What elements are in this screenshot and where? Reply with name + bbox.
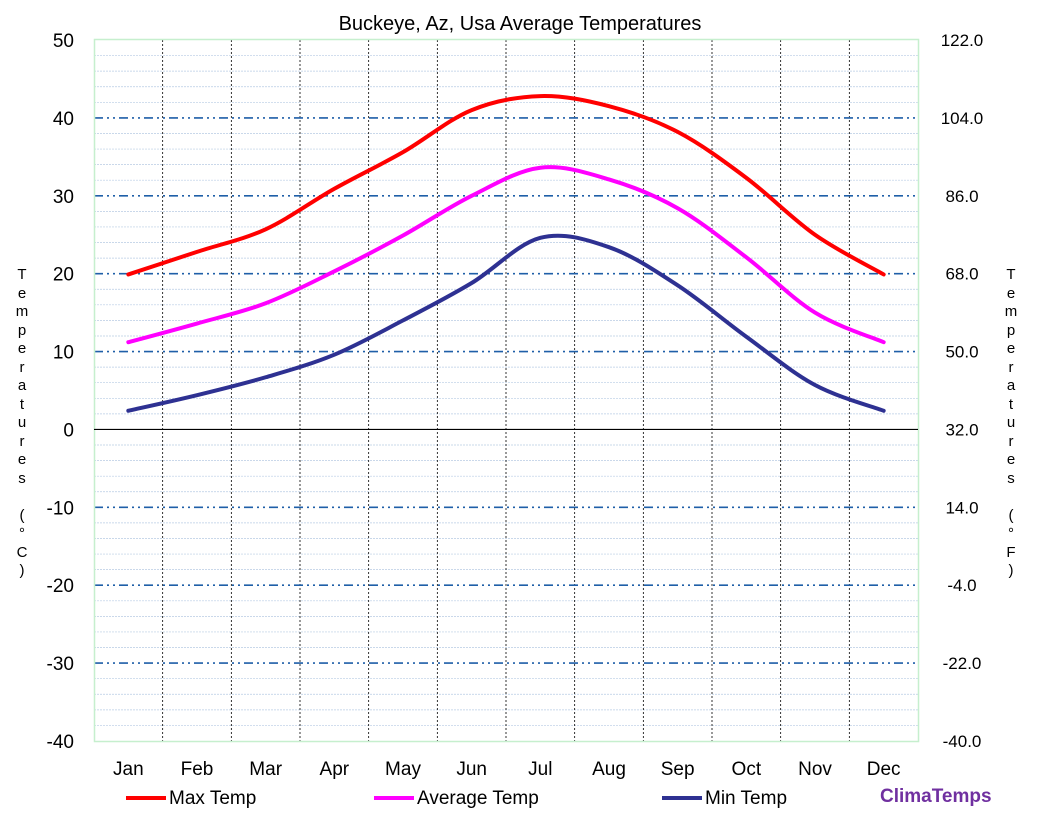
- series-lines: [126, 94, 886, 413]
- axis-label-char: t: [1008, 395, 1014, 413]
- x-tick-label: Jan: [113, 759, 144, 780]
- legend-label-max-temp: Max Temp: [169, 788, 256, 809]
- x-tick-label: Jun: [456, 759, 487, 780]
- axis-label-char: m: [1004, 303, 1018, 320]
- x-tick-label: May: [385, 759, 421, 780]
- axis-label-char: a: [17, 377, 27, 394]
- axis-label-char: r: [1008, 432, 1014, 450]
- left-tick-label: 40: [53, 109, 74, 130]
- axis-label-char: r: [1008, 358, 1014, 376]
- x-axis-ticks: Jan Feb Mar Apr May Jun Jul Aug Sep Oct Nov Dec: [113, 759, 901, 780]
- right-tick-label: 86.0: [945, 187, 978, 206]
- x-tick-label: Mar: [249, 759, 282, 780]
- left-tick-label: 20: [53, 265, 74, 286]
- axis-label-char: °: [19, 525, 25, 542]
- axis-label-char: e: [1006, 451, 1016, 468]
- right-tick-label: 104.0: [941, 109, 984, 128]
- x-tick-label: Apr: [320, 759, 350, 780]
- axis-label-char: e: [17, 284, 27, 302]
- axis-label-char: s: [1007, 469, 1015, 487]
- legend-label-min-temp: Min Temp: [705, 788, 787, 809]
- axis-label-char: e: [17, 340, 27, 357]
- axis-label-char: e: [1006, 284, 1016, 302]
- axis-label-char: r: [19, 432, 25, 450]
- axis-label-char: (: [1008, 506, 1014, 524]
- x-tick-label: Dec: [867, 759, 901, 780]
- x-tick-label: Sep: [661, 759, 695, 780]
- axis-label-char: m: [15, 303, 29, 320]
- series-line-min-temp: [126, 233, 886, 413]
- left-tick-label: -30: [47, 654, 74, 675]
- plot-area-border: [93, 38, 920, 743]
- axis-label-char: u: [1006, 414, 1016, 431]
- axis-label-char: T: [1006, 266, 1016, 283]
- axis-label-char: [12, 488, 32, 507]
- climatemps-logo: ClimaTemps: [880, 786, 992, 807]
- series-line-max-temp: [126, 94, 886, 277]
- left-tick-label: -10: [47, 498, 74, 519]
- axis-label-char: s: [18, 469, 26, 487]
- right-tick-label: -22.0: [943, 654, 982, 673]
- axis-label-char: C: [16, 543, 28, 561]
- axis-label-char: F: [1006, 543, 1016, 561]
- right-tick-label: 50.0: [945, 343, 978, 362]
- left-tick-label: -40: [47, 732, 74, 753]
- left-tick-label: -20: [47, 576, 74, 597]
- axis-label-char: a: [1006, 377, 1016, 394]
- series-line-average-temp: [126, 165, 886, 345]
- axis-label-char: T: [17, 266, 27, 283]
- right-tick-label: -40.0: [943, 732, 982, 751]
- legend: Max Temp Average Temp Min Temp: [126, 788, 787, 809]
- axis-label-char: r: [19, 358, 25, 376]
- axis-label-char: p: [1006, 321, 1016, 339]
- axis-label-char: ): [19, 562, 25, 579]
- right-tick-label: 32.0: [945, 420, 978, 439]
- left-tick-label: 50: [53, 31, 74, 52]
- axis-label-char: p: [17, 321, 27, 339]
- right-tick-label: 14.0: [945, 498, 978, 517]
- legend-label-average-temp: Average Temp: [417, 788, 539, 809]
- right-tick-label: -4.0: [947, 576, 976, 595]
- right-tick-label: 68.0: [945, 265, 978, 284]
- axis-label-char: e: [1006, 340, 1016, 357]
- x-tick-label: Nov: [798, 759, 832, 780]
- axis-label-char: u: [17, 414, 27, 431]
- chart-title: Buckeye, Az, Usa Average Temperatures: [339, 13, 702, 35]
- left-axis-ticks: 50 40 30 20 10 0 -10 -20 -30 -40: [47, 31, 74, 753]
- axis-label-char: [1001, 488, 1021, 507]
- x-tick-label: Jul: [528, 759, 552, 780]
- month-gridlines: [162, 40, 850, 741]
- x-tick-label: Aug: [592, 759, 626, 780]
- axis-label-char: e: [17, 451, 27, 468]
- axis-label-char: ): [1008, 562, 1014, 579]
- axis-label-char: t: [19, 395, 25, 413]
- left-tick-label: 30: [53, 187, 74, 208]
- axis-label-char: °: [1008, 525, 1014, 542]
- left-tick-label: 0: [63, 420, 74, 441]
- x-tick-label: Oct: [732, 759, 762, 780]
- left-tick-label: 10: [53, 343, 74, 364]
- x-tick-label: Feb: [181, 759, 214, 780]
- right-tick-label: 122.0: [941, 31, 984, 50]
- right-axis-ticks: 122.0 104.0 86.0 68.0 50.0 32.0 14.0 -4.0 -22.0 -…: [941, 31, 984, 751]
- axis-label-char: (: [19, 506, 25, 524]
